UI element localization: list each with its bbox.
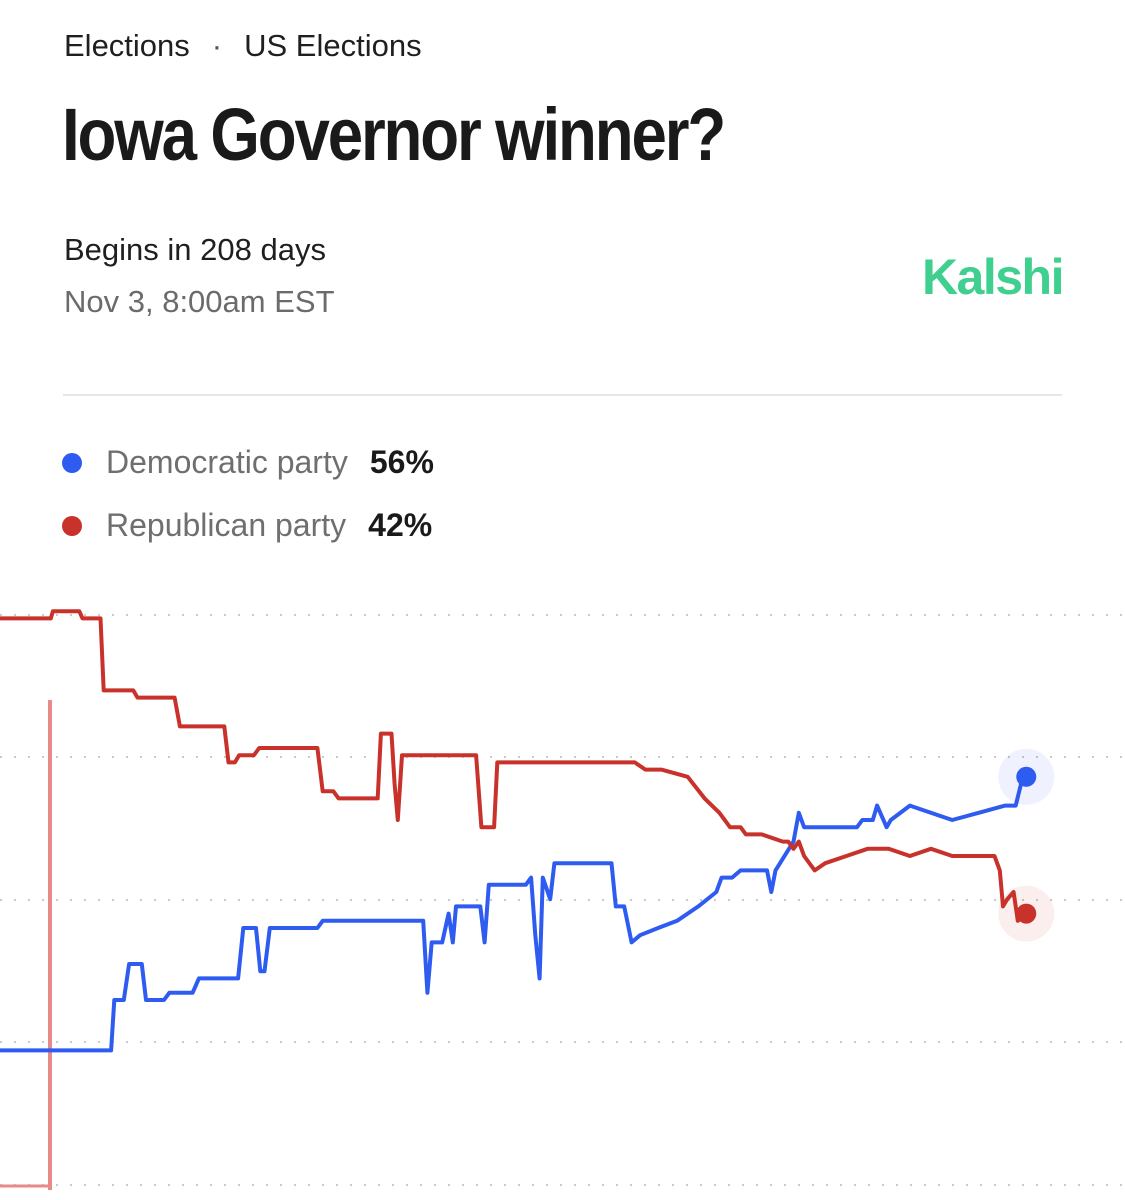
breadcrumb: Elections · US Elections [64,28,422,64]
breadcrumb-elections-link[interactable]: Elections [64,28,190,63]
legend-label-republican: Republican party [106,507,347,543]
series-line-democratic [0,775,1028,1053]
chart-series [0,609,1028,1053]
chart-endpoints[interactable] [998,748,1055,942]
kalshi-logo: Kalshi [921,249,1065,305]
price-history-chart[interactable] [0,560,1125,1200]
page-title: Iowa Governor winner? [62,93,726,176]
endpoint-dot-democratic[interactable] [1016,766,1037,787]
chart-grid [0,614,1125,1186]
begins-countdown: Begins in 208 days [64,232,326,267]
legend-value-democratic: 56% [369,444,434,480]
republican-dot-icon [62,515,82,536]
breadcrumb-separator: · [211,28,223,63]
series-line-republican [0,609,1028,923]
legend-item-republican: Republican party 42% [62,507,432,544]
legend-item-democratic: Democratic party 56% [62,444,434,481]
chart-start-marker [48,700,52,1190]
democratic-dot-icon [62,452,82,473]
legend-label-democratic: Democratic party [106,444,348,480]
endpoint-dot-republican[interactable] [1016,903,1037,924]
section-divider [63,394,1062,396]
event-datetime: Nov 3, 8:00am EST [64,284,335,319]
legend-value-republican: 42% [368,507,433,543]
breadcrumb-us-elections-link[interactable]: US Elections [244,28,422,63]
